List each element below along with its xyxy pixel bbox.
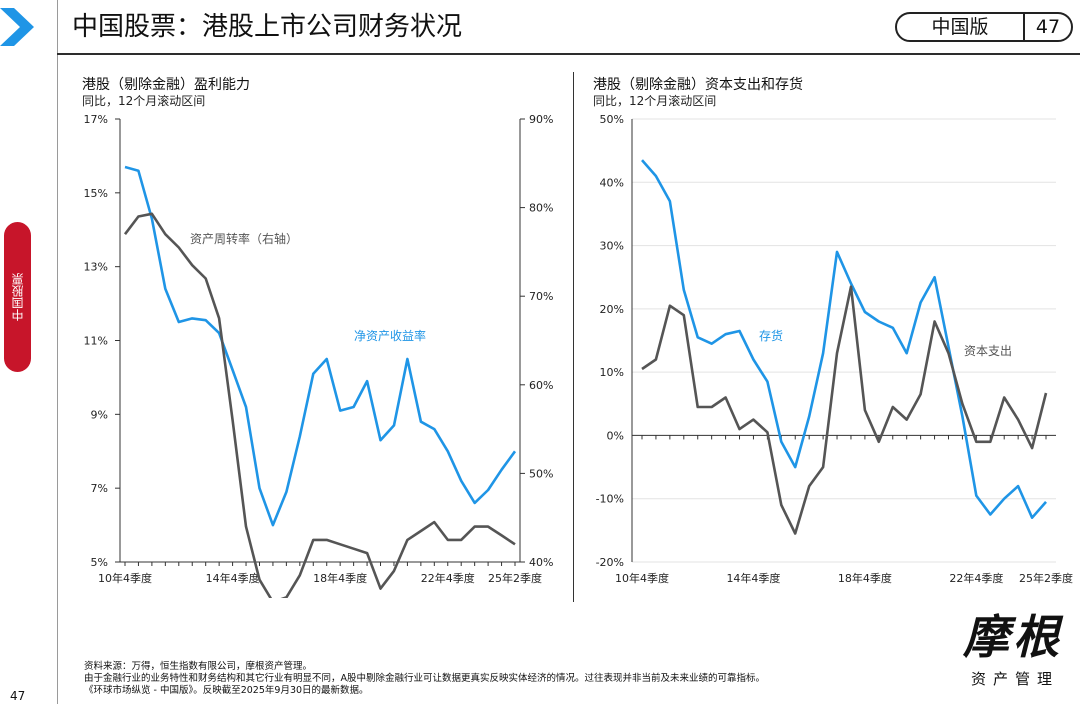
x-tick-label: 14年4季度 [206,571,260,585]
y-tick-label: 50% [529,467,553,480]
asset-turnover-series-line [123,212,516,598]
left-chart-subtitle: 同比，12个月滚动区间 [82,94,206,108]
capex-series-line [641,285,1048,535]
y-tick-label: 20% [600,303,624,316]
brand-logo: 摩根 资产管理 [963,612,1073,689]
x-tick-label: 14年4季度 [726,571,780,585]
edition-badge: 中国版 47 [895,12,1073,42]
roe-series-line [124,165,517,527]
footer-date-note: 《环球市场纵览 - 中国版》。反映截至2025年9月30日的最新数据。 [84,685,369,696]
y-tick-label: 13% [84,261,108,274]
y-tick-label: 10% [600,366,624,379]
right-chart-title: 港股（剔除金融）资本支出和存货 [593,77,803,93]
y-tick-label: 40% [600,176,624,189]
capex-annotation: 资本支出 [964,344,1012,358]
header-rule [57,53,1080,55]
y-tick-label: 40% [529,556,553,569]
page-number-badge: 47 [1035,16,1061,38]
y-tick-label: 50% [600,113,624,126]
page-number-footer: 47 [10,689,26,703]
section-tab[interactable]: 中国股票 [4,222,31,372]
y-tick-label: 11% [84,335,108,348]
logo-subtext: 资产管理 [971,670,1060,688]
footer-notes: 资料来源：万得，恒生指数有限公司，摩根资产管理。 由于金融行业的业务特性和财务结… [84,661,765,697]
y-tick-label: -10% [596,493,624,506]
x-tick-label: 22年4季度 [421,571,475,585]
y-tick-label: 5% [91,556,108,569]
left-chart: 5% 7% 9% 11% 13% 15% 17% 40% 50% 60% 70% 80% 90% 10年4… [84,113,553,598]
footer-disclaimer: 由于金融行业的业务特性和财务结构和其它行业有明显不同，A股中剔除金融行业可让数据… [84,673,766,684]
x-tick-label: 10年4季度 [98,571,152,585]
y-tick-label: 60% [529,379,553,392]
footer-source: 资料来源：万得，恒生指数有限公司，摩根资产管理。 [84,661,313,672]
y-tick-label: 15% [84,187,108,200]
left-chart-title: 港股（剔除金融）盈利能力 [82,77,250,93]
x-tick-label: 25年2季度 [488,571,542,585]
y-tick-label: 0% [607,429,624,442]
chart-divider [573,72,574,602]
chevron-right-icon [0,8,34,46]
edition-label: 中国版 [931,16,989,38]
right-chart: -20% -10% 0% 10% 20% 30% 40% 50% 10年4季度 14年4季度 18年… [596,113,1073,585]
y-tick-label: 17% [84,113,108,126]
asset-turnover-annotation: 资产周转率（右轴） [190,231,298,246]
logo-mark: 摩根 [963,610,1063,664]
roe-annotation: 净资产收益率 [354,328,426,343]
x-tick-label: 10年4季度 [615,571,669,585]
page-title: 中国股票：港股上市公司财务状况 [72,12,463,42]
y-tick-label: 90% [529,113,553,126]
y-tick-label: 9% [91,408,108,421]
left-vertical-rule [57,0,58,704]
x-tick-label: 25年2季度 [1019,571,1073,585]
inventory-annotation: 存货 [759,328,783,343]
y-tick-label: 70% [529,290,553,303]
x-tick-label: 18年4季度 [313,571,367,585]
inventory-series-line [641,159,1047,520]
y-tick-label: 80% [529,202,553,215]
x-tick-label: 22年4季度 [949,571,1003,585]
y-tick-label: -20% [596,556,624,569]
section-tab-label: 中国股票 [11,273,25,321]
badge-separator [1023,14,1025,40]
y-tick-label: 7% [91,482,108,495]
y-tick-label: 30% [600,240,624,253]
x-tick-label: 18年4季度 [838,571,892,585]
right-chart-subtitle: 同比，12个月滚动区间 [593,94,717,108]
